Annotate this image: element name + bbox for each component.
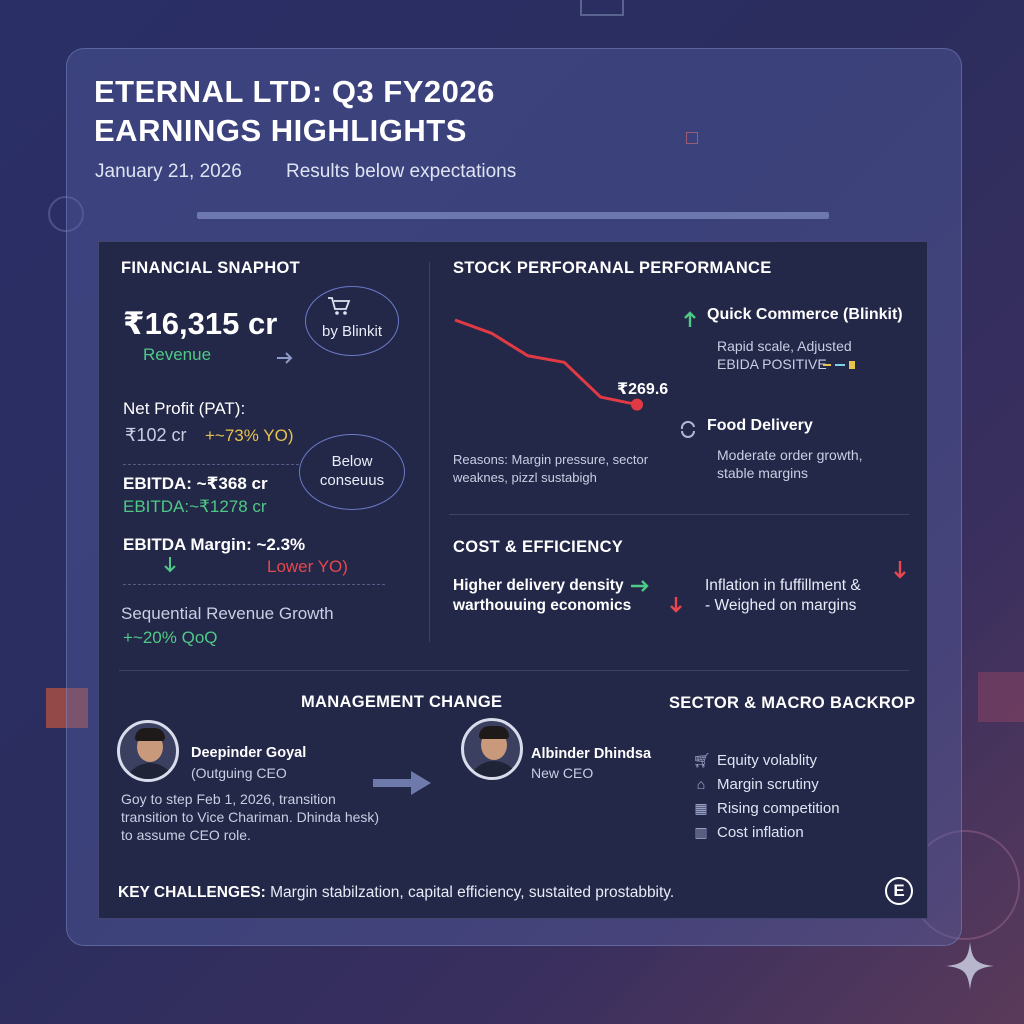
refresh-icon	[680, 420, 695, 438]
person1-role: (Outguing CEO	[191, 765, 287, 781]
cart-icon	[328, 297, 351, 315]
key-challenges-text: Margin stabilzation, capital efficiency,…	[265, 884, 675, 901]
key-challenges: KEY CHALLENGES: Margin stabilzation, cap…	[118, 884, 674, 902]
bar-chart-icon: ▥	[694, 824, 708, 840]
arrow-right-icon	[373, 771, 431, 795]
ebitda-line-2: EBITDA:~₹1278 cr	[123, 497, 267, 516]
sector-item: 🛒︎ Equity volablity	[693, 752, 818, 769]
management-heading: MANAGEMENT CHANGE	[301, 693, 503, 711]
avatar	[461, 718, 523, 780]
person1-name: Deepinder Goyal	[191, 745, 307, 761]
transition-line-2: transition to Vice Chariman. Dhinda hesk…	[121, 809, 380, 825]
title-divider	[197, 212, 829, 219]
main-panel: FINANCIAL SNAPHOT ₹16,315 cr Revenue by …	[98, 241, 928, 919]
ebitda-margin-note: Lower YO)	[267, 557, 348, 576]
cost-right-line-1: Inflation in fuffillment &	[705, 577, 861, 594]
report-date: January 21, 2026	[95, 161, 242, 182]
food-delivery-title: Food Delivery	[707, 417, 813, 434]
quick-commerce-title: Quick Commerce (Blinkit)	[707, 306, 903, 323]
dashed-divider	[123, 584, 385, 585]
cart-icon: 🛒︎	[693, 752, 711, 768]
decorative-square	[46, 688, 88, 728]
financial-snapshot-heading: FINANCIAL SNAPHOT	[121, 259, 300, 277]
avatar	[117, 720, 179, 782]
arrow-up-icon	[684, 311, 696, 327]
quick-commerce-line-1: Rapid scale, Adjusted	[717, 338, 852, 354]
reasons-line-2: weaknes, pizzl sustabigh	[453, 470, 597, 485]
decorative-ring	[48, 196, 84, 232]
consensus-bubble-line2: conseuus	[319, 472, 385, 489]
food-delivery-line-2: stable margins	[717, 465, 809, 481]
decorative-square	[686, 132, 698, 144]
ebitda-margin-label: EBITDA Margin: ~2.3%	[123, 535, 306, 554]
arrow-down-icon	[894, 561, 906, 579]
food-delivery-line-1: Moderate order growth,	[717, 447, 863, 463]
cost-heading: COST & EFFICIENCY	[453, 538, 624, 556]
arrow-down-icon	[164, 557, 176, 573]
house-icon: ⌂	[696, 776, 706, 792]
sector-item: ▥ Cost inflation	[694, 824, 804, 841]
section-divider	[449, 514, 909, 515]
revenue-value: ₹16,315 cr	[123, 306, 278, 341]
blinkit-bubble-text: by Blinkit	[321, 323, 383, 340]
sector-item: ⌂ Margin scrutiny	[693, 776, 819, 793]
cost-left-line-1: Higher delivery density	[453, 577, 624, 594]
net-profit-change: +~73% YO)	[205, 426, 294, 445]
page-title: ETERNAL LTD: Q3 FY2026 EARNINGS HIGHLIGH…	[94, 72, 574, 150]
sector-heading: SECTOR & MACRO BACKROP	[669, 694, 916, 712]
decorative-square	[978, 672, 1024, 722]
person2-name: Albinder Dhindsa	[531, 746, 652, 762]
sparkle-icon	[946, 942, 994, 990]
section-divider	[119, 670, 909, 671]
blinkit-bubble: by Blinkit	[305, 286, 399, 356]
person2-role: New CEO	[531, 765, 594, 781]
stock-heading: STOCK PERFORANAL PERFORMANCE	[453, 259, 772, 277]
seq-growth-value: +~20% QoQ	[123, 628, 218, 647]
seq-growth-label: Sequential Revenue Growth	[121, 604, 334, 623]
consensus-bubble-line1: Below	[331, 453, 373, 470]
dashed-divider	[123, 464, 299, 465]
net-profit-label: Net Profit (PAT):	[123, 399, 246, 418]
arrow-down-icon	[670, 597, 682, 613]
consensus-bubble: Below conseuus	[299, 434, 405, 510]
title-line-2: EARNINGS HIGHLIGHTS	[94, 113, 467, 148]
decorative-square	[580, 0, 624, 16]
ebitda-line-1: EBITDA: ~₹368 cr	[123, 474, 268, 493]
transition-line-1: Goy to step Feb 1, 2026, transition	[121, 791, 336, 807]
results-note: Results below expectations	[286, 161, 517, 182]
sector-item: ▦ Rising competition	[694, 800, 840, 817]
net-profit-value: ₹102 cr	[125, 425, 187, 445]
reasons-line-1: Reasons: Margin pressure, sector	[453, 452, 649, 467]
transition-line-3: to assume CEO role.	[121, 827, 251, 843]
stock-last-point	[631, 398, 643, 411]
cost-left-line-2: warthouuing economics	[453, 597, 632, 614]
brand-logo: E	[885, 877, 913, 905]
quick-commerce-line-2: EBIDA POSITIVE	[717, 356, 827, 372]
cost-right-line-2: - Weighed on margins	[705, 597, 857, 614]
key-challenges-label: KEY CHALLENGES:	[118, 884, 266, 901]
arrow-right-icon	[277, 352, 293, 364]
title-line-1: ETERNAL LTD: Q3 FY2026	[94, 74, 495, 109]
column-divider	[429, 262, 430, 642]
building-icon: ▦	[694, 800, 708, 816]
stock-price-label: ₹269.6	[617, 381, 669, 398]
stock-price-line	[454, 318, 638, 407]
arrow-right-icon	[631, 580, 649, 592]
stock-price-chart	[454, 318, 643, 411]
sparkle-icon	[823, 361, 855, 369]
revenue-label: Revenue	[143, 345, 212, 364]
